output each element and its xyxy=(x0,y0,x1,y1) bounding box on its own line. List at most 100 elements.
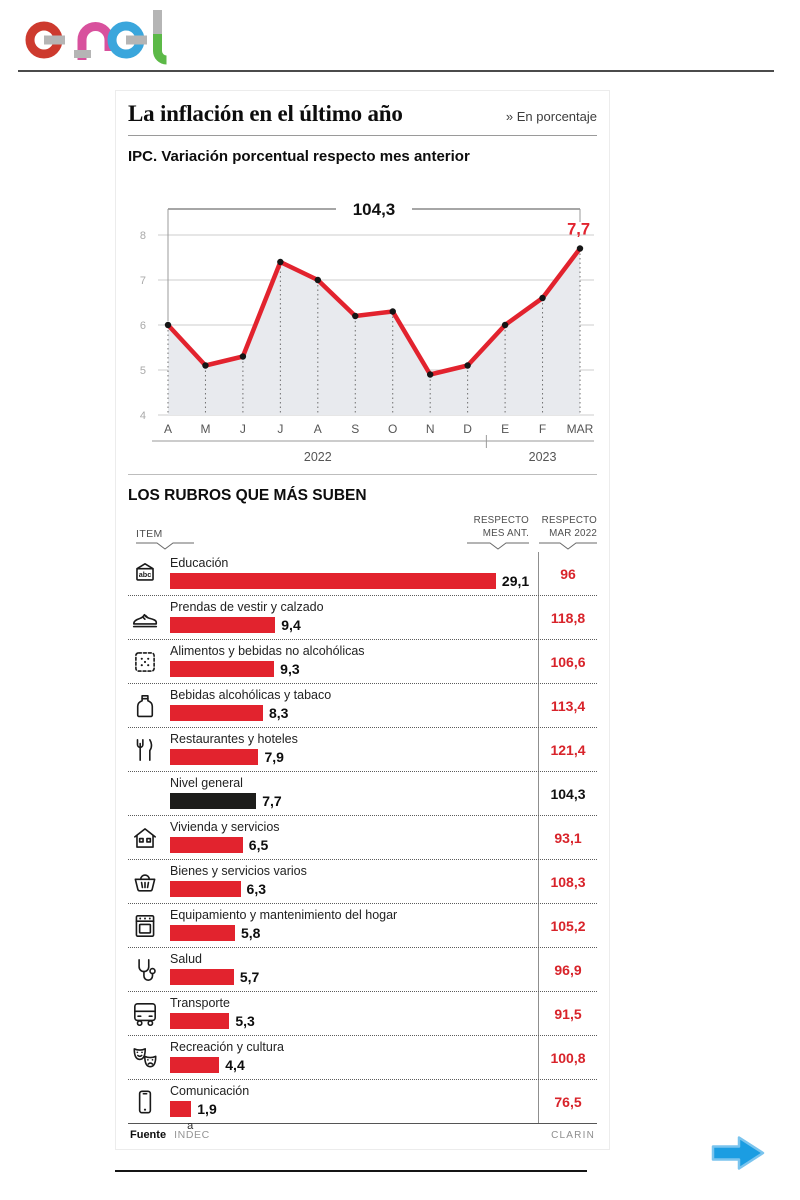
svg-text:2023: 2023 xyxy=(529,450,557,464)
rubro-label: Vivienda y servicios xyxy=(170,820,280,835)
column-underline-chevron-icon xyxy=(467,542,529,551)
cutlery-icon xyxy=(128,728,170,771)
rubro-value: 7,7 xyxy=(262,793,282,810)
rubro-bar xyxy=(170,617,276,634)
rubro-value: 5,3 xyxy=(235,1013,255,1030)
enel-letter-l xyxy=(153,10,162,36)
enel-logo xyxy=(18,4,173,71)
rubro-bar xyxy=(170,661,275,678)
respecto-mar-value: 91,5 xyxy=(554,1005,582,1022)
column-underline-chevron-icon xyxy=(539,542,597,551)
respecto-mar-value: 113,4 xyxy=(550,697,586,714)
basket-icon xyxy=(128,860,170,903)
rubro-label: Equipamiento y mantenimiento del hogar xyxy=(170,908,398,923)
rubro-row: Equipamiento y mantenimiento del hogar 5,… xyxy=(128,904,597,949)
svg-text:8: 8 xyxy=(140,230,146,242)
svg-text:M: M xyxy=(200,422,210,436)
column-item: ITEM xyxy=(136,528,194,551)
masks-icon xyxy=(128,1036,170,1079)
rubro-row: Bebidas alcohólicas y tabaco 8,3 113,4 xyxy=(128,684,597,729)
column-respecto-mar-line1: RESPECTO xyxy=(541,515,597,526)
svg-text:104,3: 104,3 xyxy=(353,200,396,219)
rubro-row: Recreación y cultura 4,4 100,8 xyxy=(128,1036,597,1081)
rubros-table: abc Educación 29,1 96 Prendas de vestir y ca… xyxy=(128,552,597,1124)
source-label: Fuente xyxy=(130,1129,167,1142)
svg-text:J: J xyxy=(277,422,283,436)
rubro-label: Transporte xyxy=(170,996,230,1011)
respecto-mar-value: 105,2 xyxy=(550,917,586,934)
card-footer: Fuente INDEC a CLARIN xyxy=(128,1120,597,1143)
rubro-bar xyxy=(170,1057,220,1074)
next-arrow-button[interactable] xyxy=(706,1130,770,1181)
bottle-icon xyxy=(128,684,170,727)
respecto-mar-value: 106,6 xyxy=(550,653,586,670)
rubro-value: 5,8 xyxy=(240,925,261,942)
svg-text:F: F xyxy=(539,422,546,436)
rubro-row: Salud 5,7 96,9 xyxy=(128,948,597,993)
svg-text:7: 7 xyxy=(140,275,146,287)
respecto-mar-value: 76,5 xyxy=(554,1093,582,1110)
rubro-bar xyxy=(170,881,241,898)
rubro-label: Recreación y cultura xyxy=(170,1040,284,1055)
rubro-row: Vivienda y servicios 6,5 93,1 xyxy=(128,816,597,861)
svg-text:5: 5 xyxy=(140,365,146,377)
rubro-value: 6,5 xyxy=(248,837,269,854)
rubro-label: Alimentos y bebidas no alcohólicas xyxy=(170,644,365,659)
svg-text:abc: abc xyxy=(139,570,152,579)
svg-text:N: N xyxy=(426,422,435,436)
source-mark: a xyxy=(187,1120,194,1133)
credit: CLARIN xyxy=(551,1130,595,1142)
unit-note: » En porcentaje xyxy=(505,109,597,124)
rubro-row: Bienes y servicios varios 6,3 108,3 xyxy=(128,860,597,905)
svg-text:S: S xyxy=(351,422,359,436)
rubro-row: Nivel general 7,7 104,3 xyxy=(128,772,597,817)
card-header: La inflación en el último año » En porce… xyxy=(128,101,597,136)
no-icon xyxy=(128,772,170,815)
stove-icon xyxy=(128,904,170,947)
cracker-icon xyxy=(128,640,170,683)
rubro-label: Bebidas alcohólicas y tabaco xyxy=(170,688,332,703)
rubro-row: Prendas de vestir y calzado 9,4 118,8 xyxy=(128,596,597,641)
column-underline-chevron-icon xyxy=(136,542,194,551)
rubro-value: 8,3 xyxy=(268,705,289,722)
bottom-divider xyxy=(115,1170,587,1172)
rubro-bar xyxy=(170,969,234,986)
svg-text:A: A xyxy=(314,422,322,436)
rubro-value: 1,9 xyxy=(197,1101,217,1118)
svg-text:2022: 2022 xyxy=(304,450,332,464)
infographic-card: La inflación en el último año » En porce… xyxy=(115,90,610,1151)
svg-text:MAR: MAR xyxy=(567,422,594,436)
respecto-mar-value: 96,9 xyxy=(554,961,582,978)
svg-text:E: E xyxy=(501,422,509,436)
svg-text:A: A xyxy=(164,422,172,436)
respecto-mar-value: 93,1 xyxy=(554,829,582,846)
svg-text:7,7: 7,7 xyxy=(567,221,590,239)
respecto-mar-value: 100,8 xyxy=(550,1049,586,1066)
rubro-bar xyxy=(170,793,257,810)
rubro-bar xyxy=(170,749,259,766)
respecto-mar-value: 96 xyxy=(560,565,576,582)
rubro-label: Comunicación xyxy=(170,1084,250,1099)
source: Fuente INDEC a xyxy=(130,1120,210,1142)
header-divider xyxy=(18,70,774,72)
rubro-value: 29,1 xyxy=(501,573,530,590)
rubro-bar xyxy=(170,705,263,722)
stethoscope-icon xyxy=(128,948,170,991)
section-title: LOS RUBROS QUE MÁS SUBEN xyxy=(128,474,597,505)
svg-text:6: 6 xyxy=(140,320,146,332)
house-icon xyxy=(128,816,170,859)
rubro-row: Transporte 5,3 91,5 xyxy=(128,992,597,1037)
column-respecto-mes: RESPECTO MES ANT. xyxy=(467,515,529,551)
source-name: INDEC a xyxy=(174,1120,210,1142)
column-item-label: ITEM xyxy=(136,528,163,541)
rubro-row: Alimentos y bebidas no alcohólicas 9,3 106… xyxy=(128,640,597,685)
rubro-bar xyxy=(170,925,235,942)
sneaker-icon xyxy=(128,596,170,639)
rubro-value: 9,3 xyxy=(280,661,300,678)
rubro-bar xyxy=(170,837,243,854)
rubro-row: Restaurantes y hoteles 7,9 121,4 xyxy=(128,728,597,773)
respecto-mar-value: 104,3 xyxy=(550,785,586,802)
rubro-value: 5,7 xyxy=(239,969,260,986)
rubro-label: Restaurantes y hoteles xyxy=(170,732,298,747)
respecto-mar-value: 108,3 xyxy=(550,873,586,890)
